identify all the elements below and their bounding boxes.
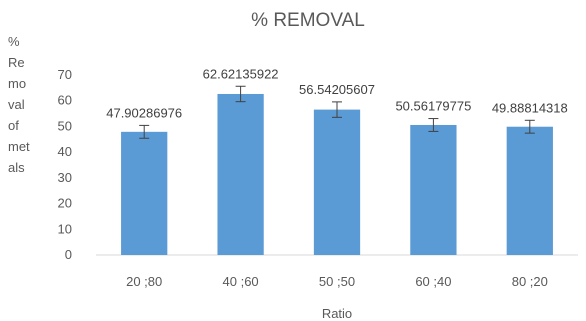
y-axis-label-line: of — [8, 118, 19, 133]
x-tick-label: 40 ;60 — [223, 274, 259, 289]
y-axis-label-line: val — [8, 97, 25, 112]
bar — [217, 93, 264, 255]
y-tick-label: 70 — [58, 67, 72, 82]
data-label: 56.54205607 — [299, 82, 375, 97]
y-axis-label-line: % — [8, 34, 20, 49]
data-label: 50.56179775 — [395, 99, 471, 114]
x-tick-label: 60 ;40 — [415, 274, 451, 289]
y-tick-label: 0 — [65, 247, 72, 262]
y-axis-label-line: Re — [8, 55, 25, 70]
data-label: 49.88814318 — [492, 100, 568, 115]
x-tick-label: 50 ;50 — [319, 274, 355, 289]
bar — [313, 109, 361, 255]
bar — [506, 126, 553, 255]
x-axis-ticks: 20 ;80 40 ;60 50 ;50 60 ;40 80 ;20 — [126, 274, 548, 289]
y-axis-label: % Re mo val of met als — [8, 34, 30, 175]
y-tick-label: 10 — [58, 221, 72, 236]
y-tick-label: 60 — [58, 93, 72, 108]
x-tick-label: 80 ;20 — [512, 274, 548, 289]
y-axis-label-line: als — [8, 160, 25, 175]
x-axis-label: Ratio — [322, 306, 352, 321]
y-tick-label: 30 — [58, 170, 72, 185]
y-tick-label: 50 — [58, 118, 72, 133]
y-tick-label: 20 — [58, 196, 72, 211]
data-label: 62.62135922 — [203, 66, 279, 81]
data-label: 47.90286976 — [106, 105, 182, 120]
y-axis-label-line: met — [8, 139, 30, 154]
bars: 47.90286976 62.62135922 56.54205607 50.5617… — [106, 66, 568, 255]
y-axis-label-line: mo — [8, 76, 26, 91]
bar — [410, 124, 457, 255]
y-tick-label: 40 — [58, 144, 72, 159]
bar — [121, 131, 168, 255]
chart-title: % REMOVAL — [251, 10, 365, 31]
x-tick-label: 20 ;80 — [126, 274, 162, 289]
y-axis-ticks: 0 10 20 30 40 50 60 70 — [58, 67, 72, 262]
